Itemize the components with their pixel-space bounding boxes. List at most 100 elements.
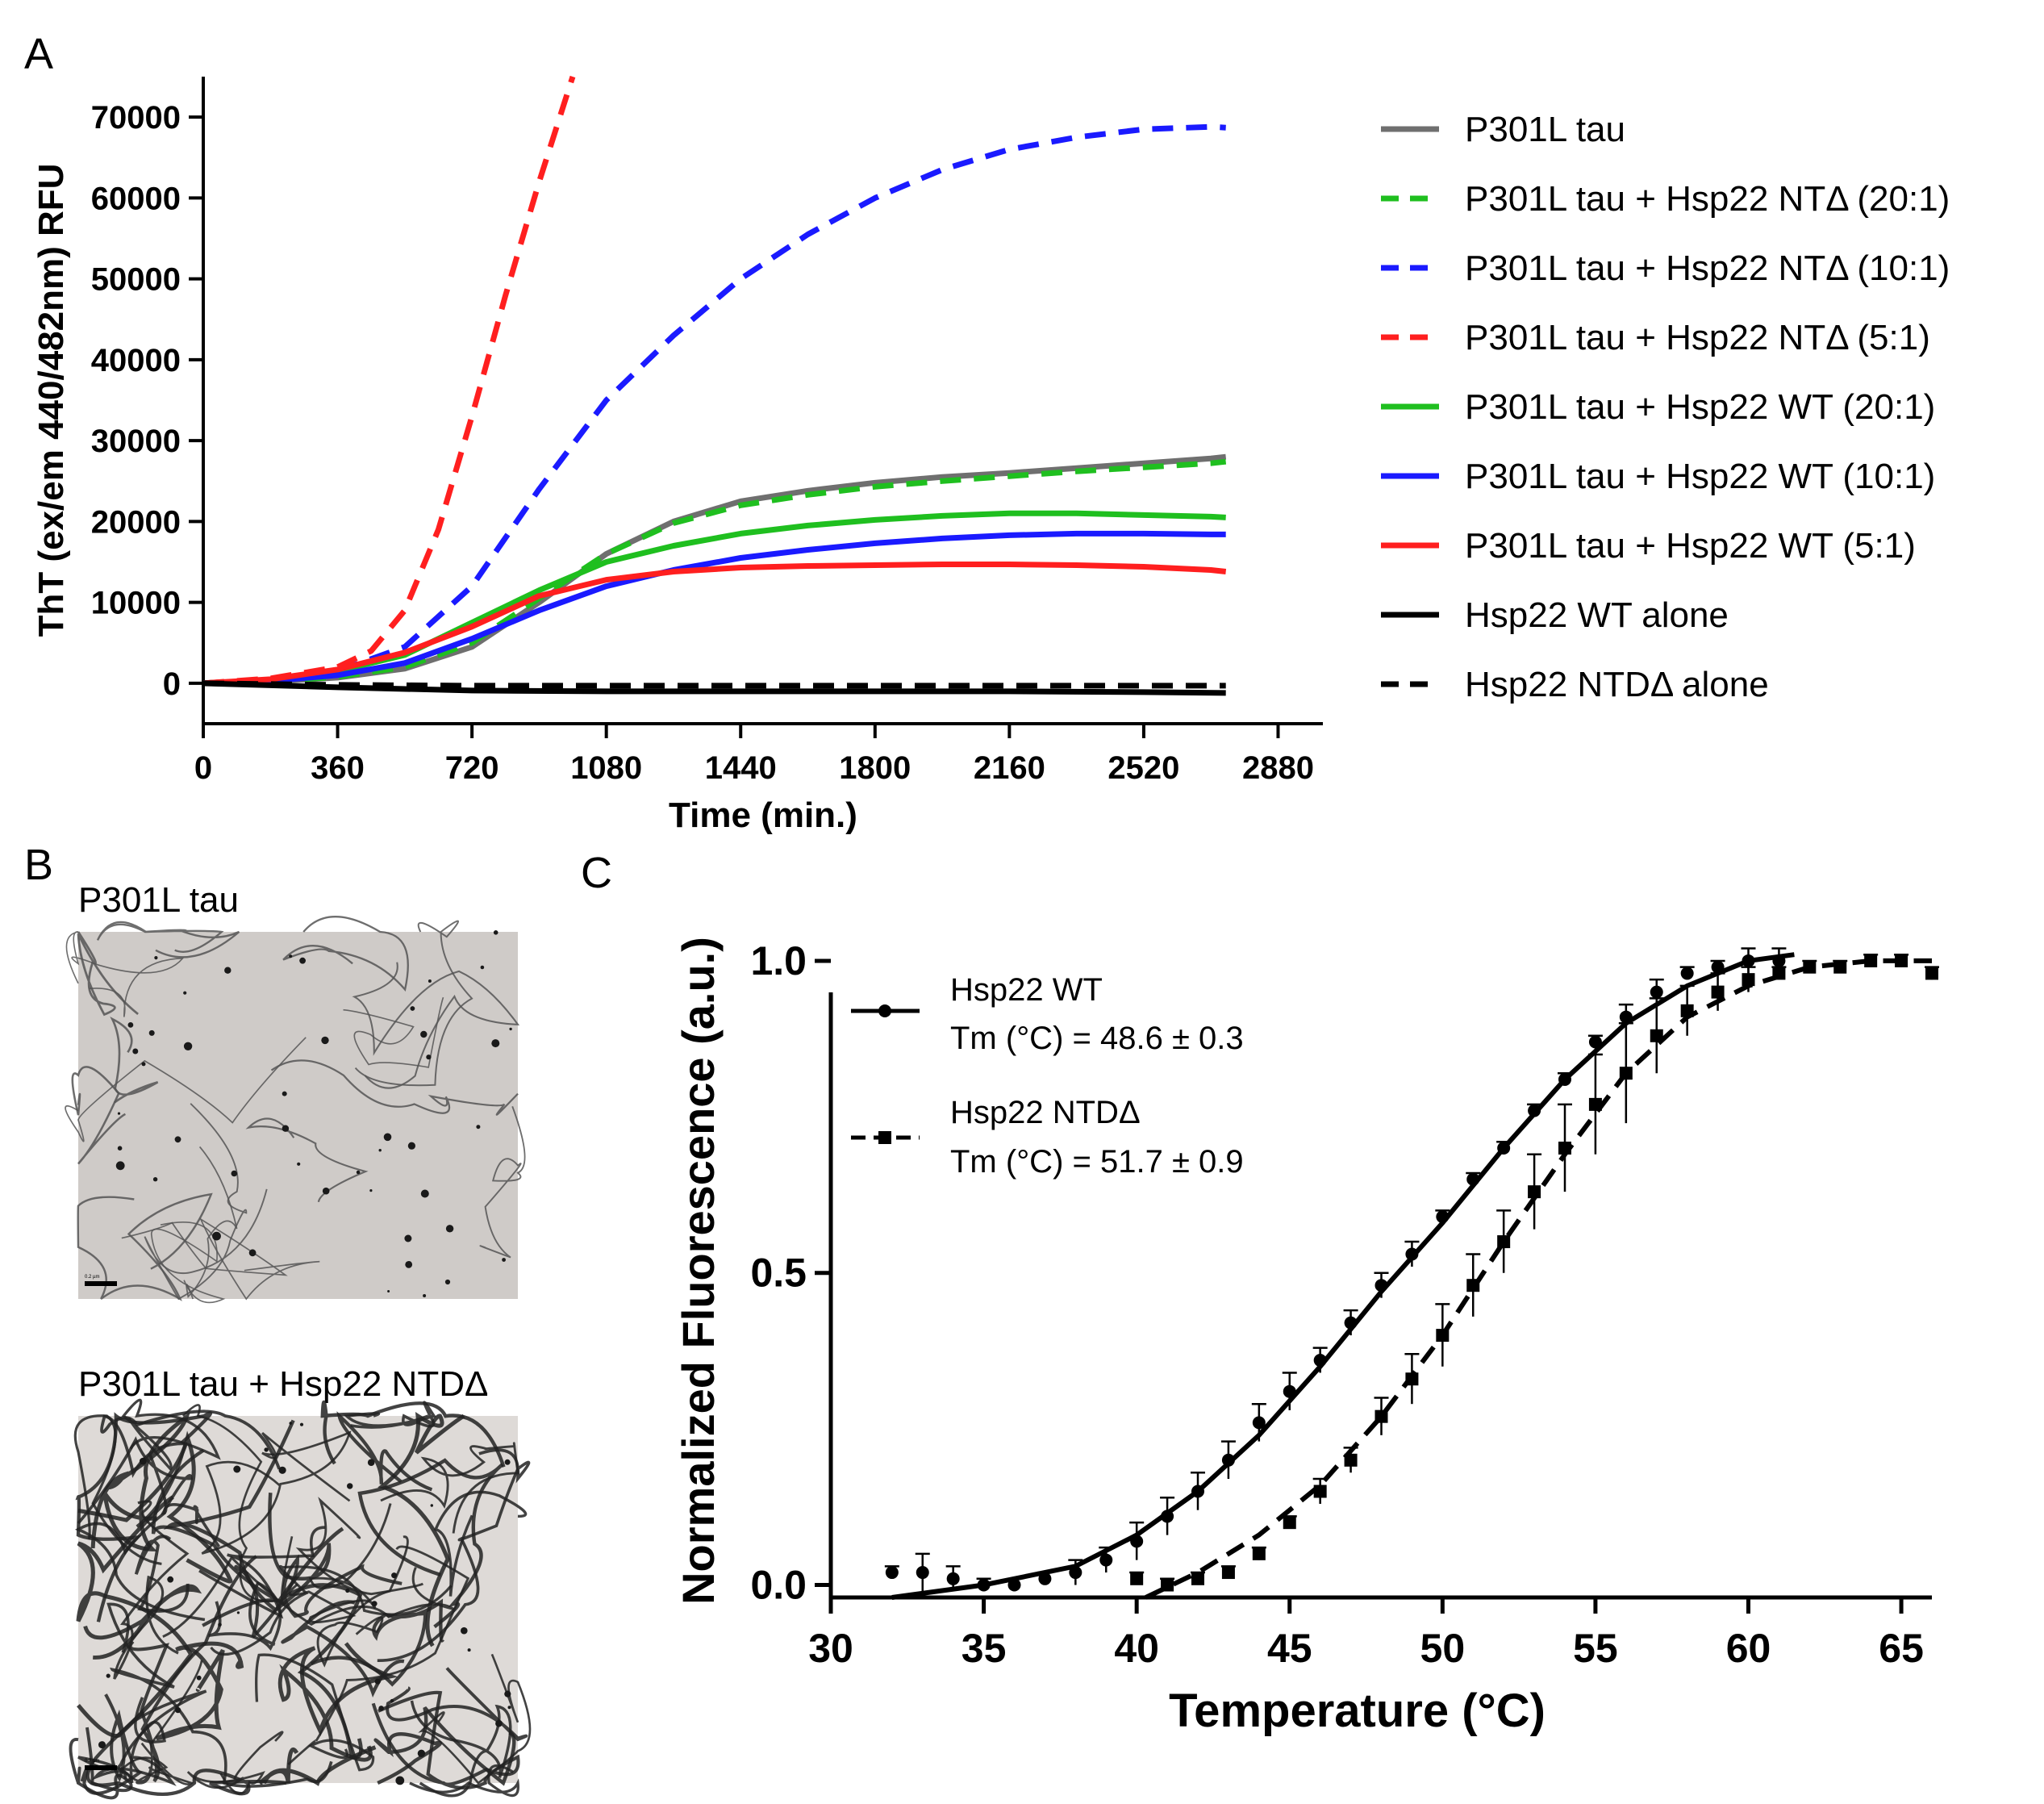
em-particle <box>495 1719 503 1727</box>
c-data-point <box>1803 960 1817 974</box>
em-fibril <box>380 1442 519 1534</box>
c-data-point <box>1436 1329 1450 1343</box>
em-particle <box>428 979 432 983</box>
em-particle <box>445 1225 454 1233</box>
c-legend-marker <box>878 1004 891 1017</box>
em-particle <box>289 954 293 958</box>
em-background <box>78 932 518 1299</box>
c-data-point <box>1191 1572 1204 1585</box>
em-particle <box>378 1149 382 1152</box>
em-particle <box>139 1457 147 1465</box>
c-data-point <box>1619 1067 1633 1080</box>
c-data-point <box>1680 1004 1694 1017</box>
em-fibril <box>77 1436 193 1525</box>
em-particle <box>480 965 485 970</box>
c-x-tick-label: 50 <box>1420 1626 1466 1671</box>
em-fibril <box>80 1693 143 1795</box>
a-legend-label: P301L tau <box>1465 110 1625 149</box>
a-series-line <box>203 75 576 687</box>
em-particle <box>383 1133 392 1142</box>
em-fibril <box>86 1710 287 1796</box>
c-data-point <box>1772 954 1786 967</box>
c-data-point <box>1558 1142 1571 1155</box>
c-x-tick-label: 60 <box>1726 1626 1771 1671</box>
em-fibril <box>357 1458 504 1629</box>
a-x-tick-label: 2160 <box>974 750 1045 786</box>
c-data-point <box>1038 1572 1052 1585</box>
em-particle <box>299 957 306 964</box>
em-particle <box>491 1039 500 1048</box>
a-x-tick-label: 1080 <box>570 750 642 786</box>
em-particle <box>106 1673 111 1678</box>
a-y-tick-label: 0 <box>163 666 181 702</box>
c-x-axis-title: Temperature (°C) <box>1169 1685 1546 1737</box>
c-legend-label: Hsp22 WT <box>950 972 1103 1008</box>
c-y-tick-label: 1.0 <box>750 938 807 983</box>
c-data-point <box>977 1578 991 1592</box>
em-particle <box>410 1006 415 1011</box>
em-particle <box>423 1294 427 1297</box>
em-image-tau: 0.2 µm <box>65 916 526 1304</box>
panel-label-a: A <box>24 30 53 78</box>
c-x-tick-label: 65 <box>1879 1626 1924 1671</box>
a-legend-label: P301L tau + Hsp22 WT (20:1) <box>1465 387 1935 427</box>
c-x-tick-label: 55 <box>1573 1626 1618 1671</box>
c-data-point <box>1497 1142 1511 1155</box>
em-particle <box>404 1234 412 1242</box>
c-data-point <box>1619 1010 1633 1024</box>
em-particle <box>387 1290 390 1292</box>
em-particle <box>321 1036 329 1045</box>
em-fibril <box>258 1745 377 1786</box>
c-data-point <box>1344 1316 1358 1330</box>
em-particle <box>426 1054 432 1060</box>
em-particle <box>167 1576 174 1583</box>
em-fibril <box>409 1764 519 1798</box>
c-data-point <box>1436 1210 1450 1224</box>
em-particle <box>183 991 187 995</box>
em-fibril <box>77 1192 213 1301</box>
a-legend-label: Hsp22 NTDΔ alone <box>1465 665 1769 704</box>
em-particle <box>444 1279 451 1285</box>
c-data-point <box>1130 1572 1144 1585</box>
em-scale-bar <box>85 1281 117 1286</box>
em-fibril <box>386 1667 528 1742</box>
a-series-line <box>203 680 1226 689</box>
c-data-point <box>1864 954 1878 967</box>
em-particle <box>322 1187 330 1195</box>
em-fibril <box>121 1398 221 1472</box>
c-data-point <box>1252 1547 1266 1560</box>
c-data-point <box>1650 1029 1663 1042</box>
c-data-point <box>1772 967 1786 980</box>
em-fibril <box>255 1653 375 1772</box>
a-y-tick-label: 40000 <box>91 343 181 378</box>
c-data-point <box>1588 1035 1602 1049</box>
em-fibril <box>186 1146 238 1300</box>
em-fibril <box>74 1503 220 1622</box>
em-fibril <box>282 916 409 992</box>
em-particle <box>212 1231 221 1241</box>
c-data-point <box>1711 960 1725 974</box>
c-data-point <box>946 1572 960 1585</box>
em-particle <box>493 930 498 935</box>
em-particle <box>417 1749 426 1757</box>
c-data-point <box>1069 1566 1082 1580</box>
a-x-tick-label: 2520 <box>1108 750 1179 786</box>
c-x-tick-label: 30 <box>808 1626 853 1671</box>
c-data-point <box>1283 1516 1296 1530</box>
c-data-point <box>1344 1453 1358 1467</box>
c-data-point <box>1466 1279 1480 1292</box>
em-particle <box>236 1611 240 1614</box>
c-data-point <box>1742 973 1755 987</box>
c-x-tick-label: 45 <box>1267 1626 1312 1671</box>
em-fibril <box>336 1411 433 1492</box>
a-y-tick-label: 10000 <box>91 586 181 621</box>
c-legend-tm: Tm (°C) = 48.6 ± 0.3 <box>950 1021 1244 1056</box>
em-particle <box>224 967 232 974</box>
em-particle <box>218 1622 222 1627</box>
em-fibril <box>320 1400 506 1468</box>
em-particle <box>504 1459 511 1465</box>
em-particle <box>504 1690 511 1698</box>
em-fibril <box>163 1419 332 1613</box>
em-particle <box>183 1042 193 1051</box>
em-fibril <box>69 1727 133 1800</box>
